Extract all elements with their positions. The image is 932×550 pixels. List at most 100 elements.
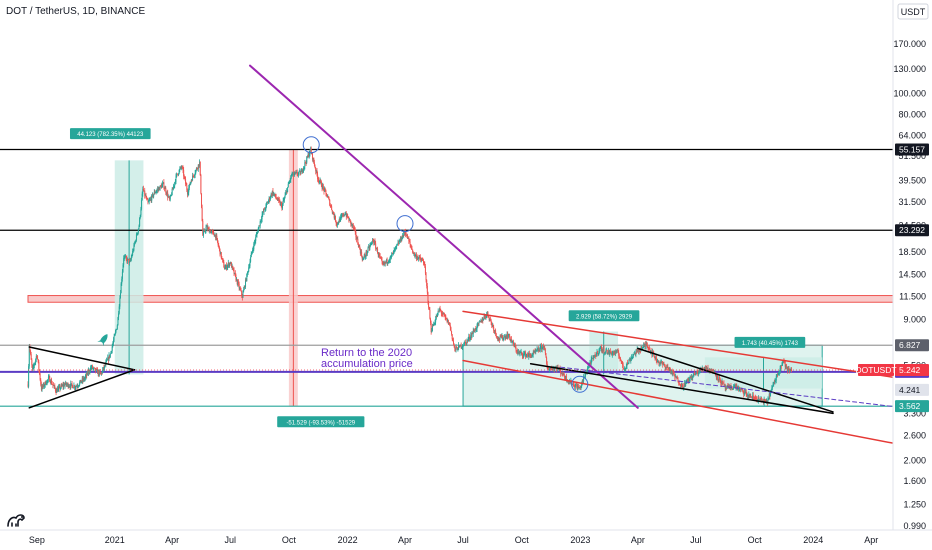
candle-body xyxy=(589,362,591,364)
candle-body xyxy=(58,386,60,388)
measure-label-text-1: -51.529 (-93.53%) -51529 xyxy=(286,420,355,426)
candle-body xyxy=(760,398,762,400)
candle-body xyxy=(139,217,141,226)
candle-body xyxy=(124,256,126,258)
candle-body xyxy=(513,343,515,347)
candle-body xyxy=(195,170,197,174)
candle-body xyxy=(415,254,417,259)
candle-body xyxy=(387,262,389,263)
candle-body xyxy=(741,388,743,390)
candle-body xyxy=(66,384,68,386)
candle-body xyxy=(239,288,241,289)
candle-body xyxy=(63,384,65,387)
tradingview-logo-icon[interactable] xyxy=(7,514,25,527)
candle-body xyxy=(386,259,388,263)
candle-body xyxy=(441,313,443,315)
candle-body xyxy=(505,336,507,339)
circle-marker-0 xyxy=(302,136,320,154)
candle-body xyxy=(574,386,576,388)
candle-body xyxy=(672,372,674,375)
candle-body xyxy=(294,172,296,174)
candle-body xyxy=(486,311,488,314)
candle-body xyxy=(636,350,638,352)
candle-body xyxy=(133,244,135,251)
candle-body xyxy=(532,352,534,355)
candle-body xyxy=(454,348,456,350)
candle-body xyxy=(37,356,39,360)
candle-body xyxy=(280,203,282,205)
candle-body xyxy=(452,340,454,344)
candle-body xyxy=(477,323,479,325)
candle-body xyxy=(521,353,523,356)
currency-badge[interactable] xyxy=(897,3,929,20)
candle-body xyxy=(615,351,617,353)
y-tick-1: 130.000 xyxy=(893,64,926,74)
candle-body xyxy=(509,334,511,338)
candle-body xyxy=(435,318,437,323)
candle-body xyxy=(407,238,409,239)
candle-body xyxy=(182,167,184,170)
candle-body xyxy=(678,382,680,385)
candle-body xyxy=(690,376,692,378)
candle-body xyxy=(546,357,548,364)
candle-body xyxy=(59,386,61,390)
candle-body xyxy=(433,323,435,325)
candle-body xyxy=(423,262,425,265)
candle-body xyxy=(230,262,232,264)
candle-body xyxy=(235,275,237,281)
candle-body xyxy=(190,182,192,185)
candle-body xyxy=(70,383,72,385)
candle-body xyxy=(690,376,692,378)
candle-body xyxy=(639,349,641,351)
candle-body xyxy=(160,185,162,187)
candle-body xyxy=(789,370,791,372)
candle-body xyxy=(467,338,469,341)
candle-body xyxy=(652,351,654,354)
candle-body xyxy=(602,347,604,351)
candle-body xyxy=(164,188,166,189)
candle-body xyxy=(86,374,88,376)
x-tick-4: Oct xyxy=(282,535,297,545)
candle-body xyxy=(523,353,525,357)
candle-body xyxy=(197,164,199,169)
candle-body xyxy=(334,216,336,218)
price-label-4: 4.241 xyxy=(899,385,921,395)
candle-body xyxy=(132,250,134,252)
candle-body xyxy=(754,397,756,399)
candle-body xyxy=(745,392,747,393)
candle-body xyxy=(210,231,212,233)
candle-body xyxy=(214,234,216,237)
candle-body xyxy=(600,346,602,351)
candle-body xyxy=(477,323,479,325)
candle-body xyxy=(103,367,105,369)
candle-body xyxy=(186,185,188,191)
candle-body xyxy=(285,192,287,196)
candle-body xyxy=(368,246,370,248)
candle-body xyxy=(705,367,707,369)
candle-body xyxy=(96,369,98,370)
candle-body xyxy=(207,227,209,230)
candle-body xyxy=(597,351,599,355)
candle-body xyxy=(757,397,759,401)
candle-body xyxy=(198,164,200,166)
candle-body xyxy=(779,368,781,371)
candle-body xyxy=(391,254,393,257)
candle-body xyxy=(516,351,518,353)
candle-body xyxy=(751,397,753,399)
price-labels: 55.15723.2926.8275.1374.2413.5625.242DOT… xyxy=(28,143,929,413)
candle-body xyxy=(741,389,743,391)
candle-body xyxy=(607,350,609,354)
candle-body xyxy=(282,203,284,209)
candle-body xyxy=(351,223,353,226)
price-axis[interactable] xyxy=(893,0,932,530)
candle-body xyxy=(727,385,729,387)
candle-body xyxy=(755,398,757,400)
candle-body xyxy=(768,394,770,399)
candle-body xyxy=(713,370,715,373)
candle-body xyxy=(578,386,580,389)
candle-body xyxy=(48,376,50,378)
candle-body xyxy=(560,370,562,374)
x-tick-14: Apr xyxy=(864,535,878,545)
time-axis[interactable] xyxy=(0,530,893,550)
